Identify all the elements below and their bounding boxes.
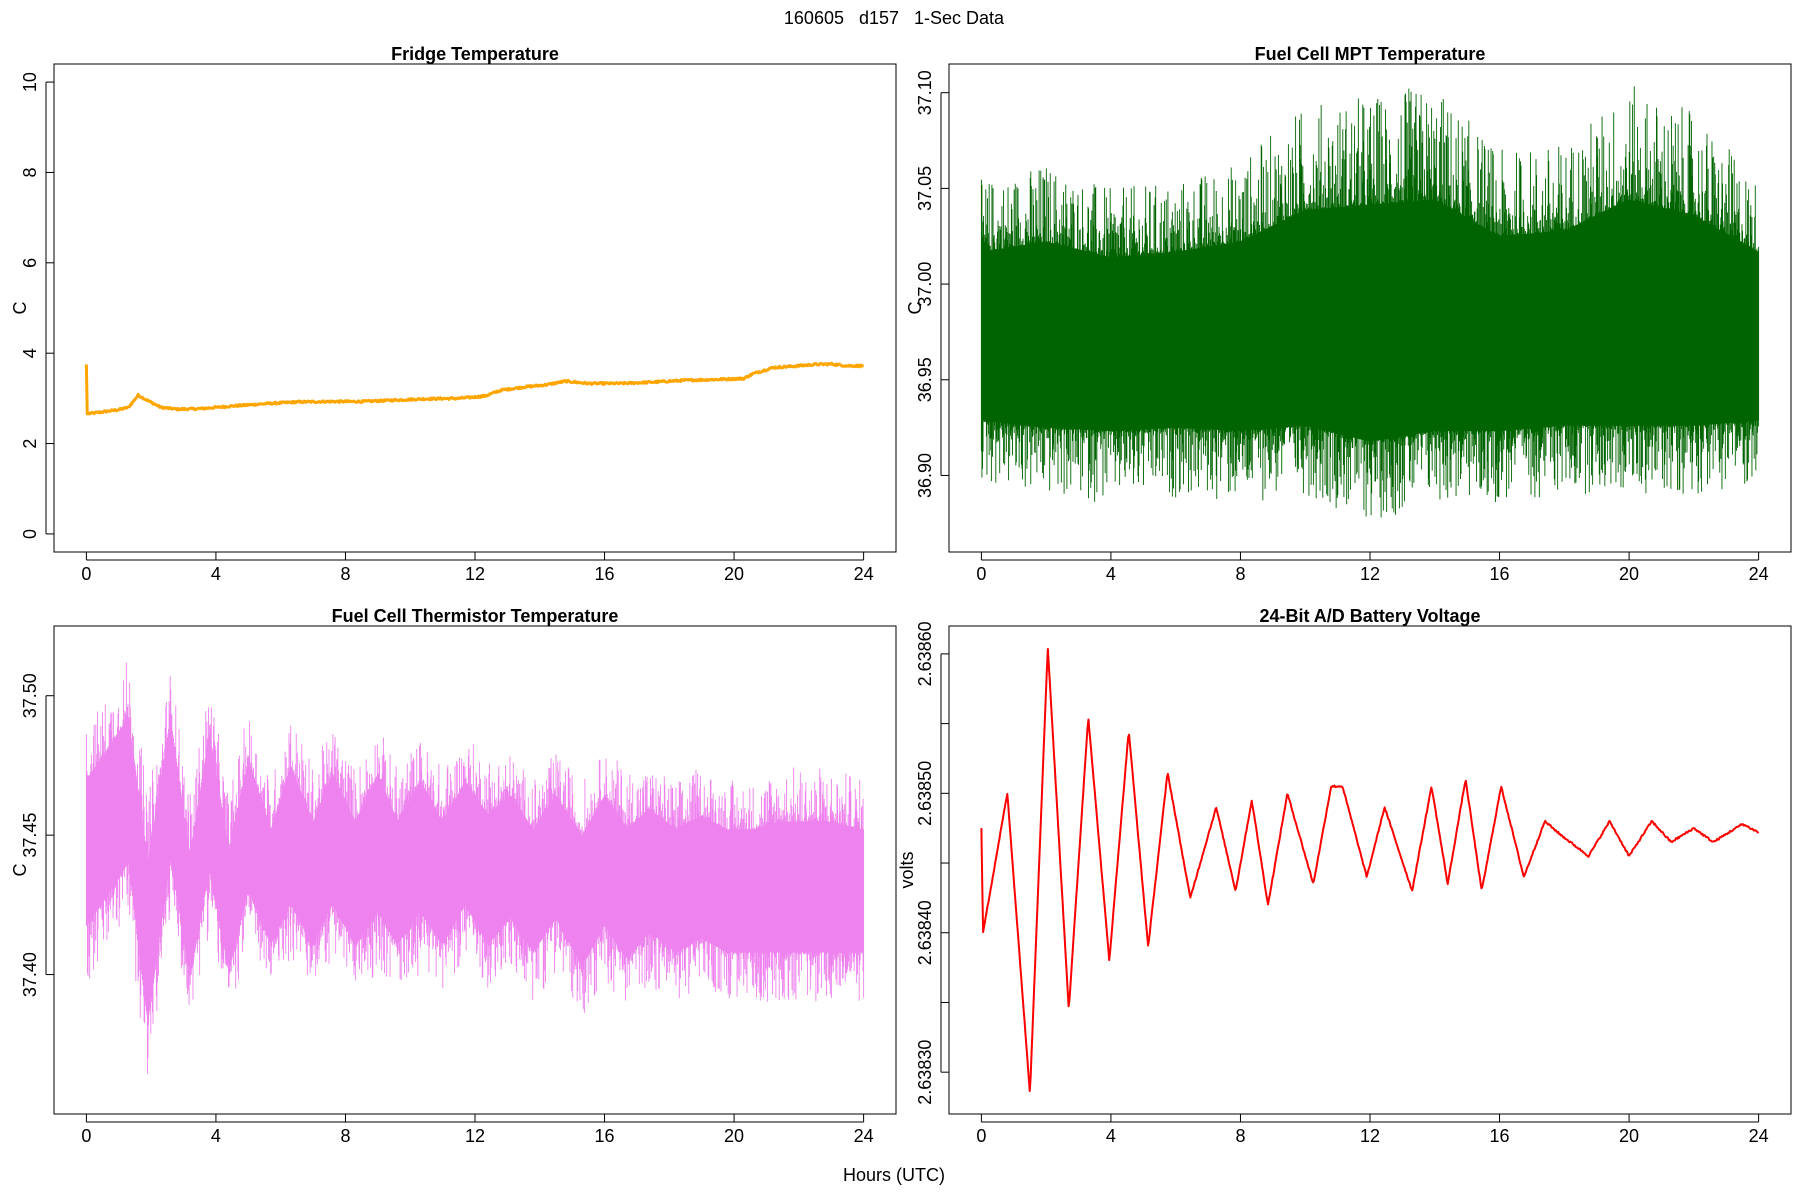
y-tick-label: 8 <box>20 167 40 177</box>
x-tick-label: 4 <box>211 564 221 584</box>
y-tick-label: 10 <box>20 72 40 92</box>
x-tick-label: 20 <box>724 1126 744 1146</box>
y-tick-label: 0 <box>20 529 40 539</box>
shared-x-axis-label: Hours (UTC) <box>843 1165 945 1185</box>
x-tick-label: 12 <box>1360 1126 1380 1146</box>
x-tick-label: 20 <box>1619 1126 1639 1146</box>
y-axis-label: volts <box>897 851 917 888</box>
panel-3: Fuel Cell Thermistor Temperature C 0 4 8 12 16… <box>10 606 897 1146</box>
x-tick-label: 12 <box>465 564 485 584</box>
y-axis-label: C <box>905 302 925 315</box>
panel-4: 24-Bit A/D Battery Voltage volts 0 4 8 12 16 20… <box>897 606 1792 1146</box>
series-core <box>86 728 864 1012</box>
y-tick-label: 2.63860 <box>915 621 935 686</box>
x-tick-label: 8 <box>340 1126 350 1146</box>
y-tick-label: 2 <box>20 439 40 449</box>
plot-frame <box>53 63 897 553</box>
x-tick-label: 16 <box>1490 564 1510 584</box>
y-tick-label: 37.05 <box>915 166 935 211</box>
y-tick-label: 37.00 <box>915 262 935 307</box>
panel-title: Fuel Cell Thermistor Temperature <box>332 606 619 626</box>
x-tick-label: 24 <box>854 1126 874 1146</box>
x-tick-label: 12 <box>1360 564 1380 584</box>
y-axis-label: C <box>10 864 30 877</box>
x-tick-label: 0 <box>81 564 91 584</box>
y-tick-label: 37.45 <box>20 813 40 858</box>
x-tick-label: 24 <box>854 564 874 584</box>
x-tick-label: 8 <box>1235 1126 1245 1146</box>
y-tick-label: 37.10 <box>915 70 935 115</box>
panel-2: Fuel Cell MPT Temperature C 0 4 8 12 16 20 24 36.… <box>905 44 1792 584</box>
panel-title: 24-Bit A/D Battery Voltage <box>1259 606 1480 626</box>
y-tick-label: 36.95 <box>915 357 935 402</box>
x-tick-label: 20 <box>724 564 744 584</box>
panel-title: Fridge Temperature <box>391 44 559 64</box>
y-tick-label: 6 <box>20 258 40 268</box>
x-tick-label: 0 <box>81 1126 91 1146</box>
series-core <box>981 212 1759 433</box>
x-tick-label: 20 <box>1619 564 1639 584</box>
x-tick-label: 24 <box>1749 564 1769 584</box>
x-tick-label: 8 <box>340 564 350 584</box>
y-tick-label: 36.90 <box>915 453 935 498</box>
x-tick-label: 12 <box>465 1126 485 1146</box>
x-tick-label: 8 <box>1235 564 1245 584</box>
x-tick-label: 4 <box>1106 564 1116 584</box>
x-tick-label: 0 <box>976 564 986 584</box>
x-tick-label: 16 <box>595 564 615 584</box>
y-axis-label: C <box>10 302 30 315</box>
x-tick-label: 24 <box>1749 1126 1769 1146</box>
x-tick-label: 16 <box>1490 1126 1510 1146</box>
y-tick-label: 2.63850 <box>915 761 935 826</box>
y-tick-label: 37.40 <box>20 952 40 997</box>
y-tick-label: 2.63840 <box>915 900 935 965</box>
y-tick-label: 4 <box>20 348 40 358</box>
y-tick-label: 37.50 <box>20 673 40 718</box>
figure-suptitle: 160605 d157 1-Sec Data <box>784 8 1005 28</box>
x-tick-label: 0 <box>976 1126 986 1146</box>
plot-frame <box>948 625 1792 1115</box>
panel-title: Fuel Cell MPT Temperature <box>1255 44 1486 64</box>
series-line <box>980 648 1760 1093</box>
series-line <box>84 361 865 416</box>
x-tick-label: 4 <box>1106 1126 1116 1146</box>
x-tick-label: 4 <box>211 1126 221 1146</box>
y-tick-label: 2.63830 <box>915 1040 935 1105</box>
x-tick-label: 16 <box>595 1126 615 1146</box>
